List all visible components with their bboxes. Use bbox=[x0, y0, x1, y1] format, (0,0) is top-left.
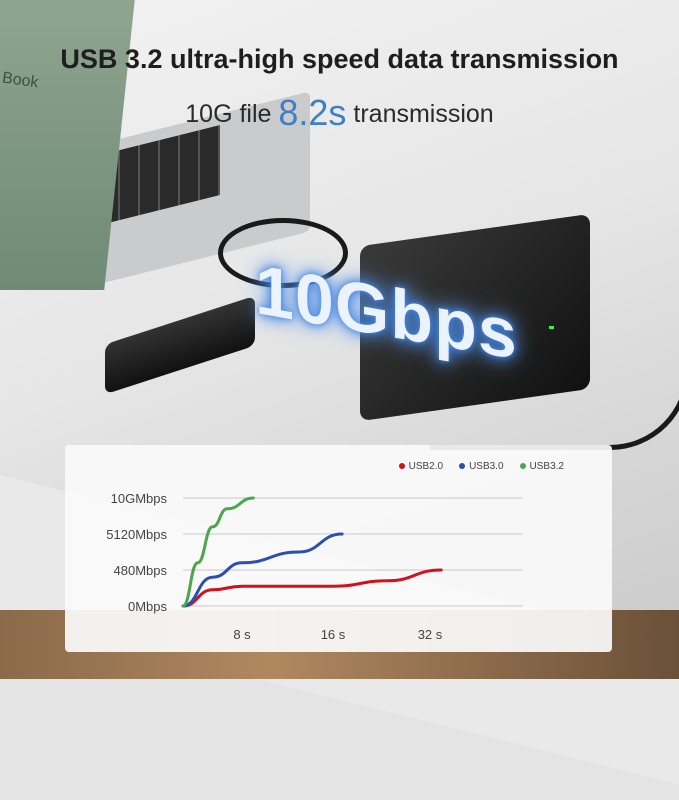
subline-prefix: 10G file bbox=[185, 100, 272, 128]
subline: 10G file 8.2s transmission bbox=[0, 92, 679, 134]
speed-chart-card: USB2.0 USB3.0 USB3.2 0Mbps 480Mbps 5120Mbps 1… bbox=[65, 445, 612, 652]
chart-legend: USB2.0 USB3.0 USB3.2 bbox=[398, 461, 564, 472]
legend-dot-icon bbox=[398, 463, 405, 469]
x-tick-label: 32 s bbox=[418, 627, 443, 642]
y-tick-label: 480Mbps bbox=[114, 563, 168, 578]
series-line-usb20 bbox=[181, 568, 443, 608]
legend-item: USB3.2 bbox=[519, 461, 564, 472]
x-tick-label: 16 s bbox=[321, 627, 346, 642]
legend-label: USB3.2 bbox=[529, 461, 564, 472]
legend-item: USB3.0 bbox=[459, 461, 504, 472]
usb-hub bbox=[105, 295, 255, 395]
legend-dot-icon bbox=[459, 463, 466, 469]
headline: USB 3.2 ultra-high speed data transmissi… bbox=[60, 44, 619, 74]
y-tick-label: 10GMbps bbox=[111, 491, 168, 506]
subline-suffix: transmission bbox=[353, 100, 494, 128]
y-tick-label: 0Mbps bbox=[128, 599, 168, 614]
legend-label: USB3.0 bbox=[469, 461, 504, 472]
speed-chart: 0Mbps 480Mbps 5120Mbps 10GMbps 8 s 16 s 32 s bbox=[106, 491, 523, 642]
drive-led bbox=[549, 326, 554, 329]
legend-item: USB2.0 bbox=[398, 461, 444, 472]
y-tick-label: 5120Mbps bbox=[106, 527, 167, 542]
x-tick-label: 8 s bbox=[233, 627, 251, 642]
series-line-usb30 bbox=[181, 532, 344, 608]
series-line-usb32 bbox=[181, 496, 255, 608]
legend-dot-icon bbox=[519, 463, 526, 469]
usb-cable bbox=[218, 218, 348, 288]
legend-label: USB2.0 bbox=[408, 461, 444, 472]
subline-highlight: 8.2s bbox=[278, 92, 347, 133]
